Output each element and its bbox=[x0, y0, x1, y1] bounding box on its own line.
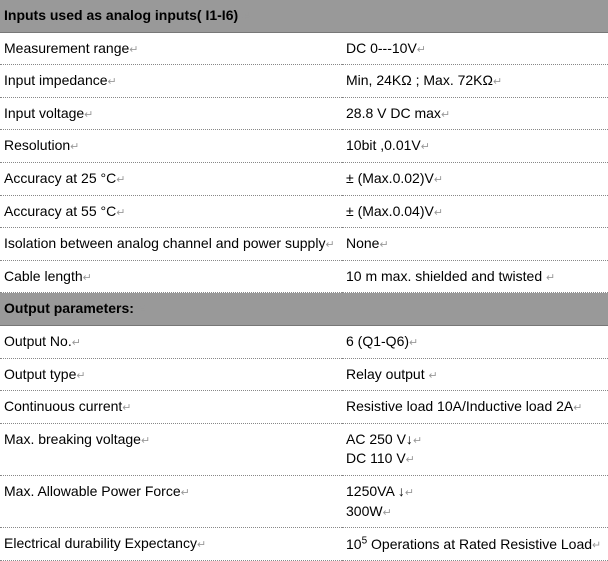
spec-value: DC 0---10V↵ bbox=[342, 32, 608, 65]
table-row: Isolation between analog channel and pow… bbox=[0, 228, 608, 261]
return-mark: ↵ bbox=[417, 44, 426, 56]
return-mark: ↵ bbox=[441, 109, 450, 121]
return-mark: ↵ bbox=[421, 141, 430, 153]
return-mark: ↵ bbox=[325, 239, 334, 251]
table-row: Accuracy at 55 °C↵± (Max.0.04)V↵ bbox=[0, 195, 608, 228]
return-mark: ↵ bbox=[592, 540, 601, 552]
return-mark: ↵ bbox=[116, 207, 125, 219]
return-mark: ↵ bbox=[70, 141, 79, 153]
return-mark: ↵ bbox=[108, 76, 117, 88]
spec-value: AC 250 V↓↵DC 110 V↵ bbox=[342, 423, 608, 475]
spec-label: Continuous current↵ bbox=[0, 391, 342, 424]
table-row: Measurement range↵DC 0---10V↵ bbox=[0, 32, 608, 65]
return-mark: ↵ bbox=[434, 207, 443, 219]
table-row: Output No.↵6 (Q1-Q6)↵ bbox=[0, 325, 608, 358]
return-mark: ↵ bbox=[546, 272, 555, 284]
return-mark: ↵ bbox=[493, 76, 502, 88]
return-mark: ↵ bbox=[138, 304, 147, 316]
return-mark: ↵ bbox=[429, 370, 438, 382]
table-row: Accuracy at 25 °C↵± (Max.0.02)V↵ bbox=[0, 162, 608, 195]
return-mark: ↵ bbox=[116, 174, 125, 186]
spec-value: None↵ bbox=[342, 228, 608, 261]
return-mark: ↵ bbox=[83, 272, 92, 284]
table-row: Cable length↵10 m max. shielded and twis… bbox=[0, 260, 608, 293]
return-mark: ↵ bbox=[573, 402, 582, 414]
spec-label: Resolution↵ bbox=[0, 130, 342, 163]
return-mark: ↵ bbox=[413, 435, 422, 447]
spec-value: ± (Max.0.02)V↵ bbox=[342, 162, 608, 195]
spec-label: Output No.↵ bbox=[0, 325, 342, 358]
return-mark: ↵ bbox=[84, 109, 93, 121]
return-mark: ↵ bbox=[383, 507, 392, 519]
spec-value: Resistive load 10A/Inductive load 2A↵ bbox=[342, 391, 608, 424]
table-row: Output type↵Relay output ↵ bbox=[0, 358, 608, 391]
spec-label: Max. breaking voltage↵ bbox=[0, 423, 342, 475]
spec-label: Isolation between analog channel and pow… bbox=[0, 228, 342, 261]
return-mark: ↵ bbox=[197, 539, 206, 551]
return-mark: ↵ bbox=[406, 454, 415, 466]
spec-value: 28.8 V DC max↵ bbox=[342, 97, 608, 130]
table-row: Electrical durability Expectancy↵105 Ope… bbox=[0, 528, 608, 561]
section-title: Inputs used as analog inputs( I1-I6) bbox=[4, 7, 238, 23]
table-row: Input impedance↵Min, 24KΩ ; Max. 72KΩ↵ bbox=[0, 65, 608, 98]
spec-label: Accuracy at 55 °C↵ bbox=[0, 195, 342, 228]
table-row: Input voltage↵28.8 V DC max↵ bbox=[0, 97, 608, 130]
return-mark: ↵ bbox=[141, 435, 150, 447]
spec-label: Input voltage↵ bbox=[0, 97, 342, 130]
table-row: Max. breaking voltage↵AC 250 V↓↵DC 110 V… bbox=[0, 423, 608, 475]
spec-value: 10 m max. shielded and twisted ↵ bbox=[342, 260, 608, 293]
table-row: Continuous current↵Resistive load 10A/In… bbox=[0, 391, 608, 424]
spec-value: ± (Max.0.04)V↵ bbox=[342, 195, 608, 228]
return-mark: ↵ bbox=[242, 11, 251, 23]
spec-table: Inputs used as analog inputs( I1-I6) ↵ M… bbox=[0, 0, 608, 561]
spec-value: 10bit ,0.01V↵ bbox=[342, 130, 608, 163]
spec-value: 105 Operations at Rated Resistive Load↵ bbox=[342, 528, 608, 561]
spec-label: Electrical durability Expectancy↵ bbox=[0, 528, 342, 561]
return-mark: ↵ bbox=[181, 487, 190, 499]
spec-value: Min, 24KΩ ; Max. 72KΩ↵ bbox=[342, 65, 608, 98]
return-mark: ↵ bbox=[409, 337, 418, 349]
spec-value: 6 (Q1-Q6)↵ bbox=[342, 325, 608, 358]
spec-label: Input impedance↵ bbox=[0, 65, 342, 98]
spec-label: Output type↵ bbox=[0, 358, 342, 391]
spec-value: Relay output ↵ bbox=[342, 358, 608, 391]
table-row: Resolution↵10bit ,0.01V↵ bbox=[0, 130, 608, 163]
return-mark: ↵ bbox=[129, 44, 138, 56]
return-mark: ↵ bbox=[122, 402, 131, 414]
section-header: Output parameters: ↵ bbox=[0, 293, 608, 326]
section-title: Output parameters: bbox=[4, 300, 134, 316]
return-mark: ↵ bbox=[72, 337, 81, 349]
spec-label: Cable length↵ bbox=[0, 260, 342, 293]
spec-label: Measurement range↵ bbox=[0, 32, 342, 65]
return-mark: ↵ bbox=[434, 174, 443, 186]
spec-label: Accuracy at 25 °C↵ bbox=[0, 162, 342, 195]
return-mark: ↵ bbox=[379, 239, 388, 251]
section-header: Inputs used as analog inputs( I1-I6) ↵ bbox=[0, 0, 608, 32]
return-mark: ↵ bbox=[76, 370, 85, 382]
return-mark: ↵ bbox=[405, 487, 414, 499]
